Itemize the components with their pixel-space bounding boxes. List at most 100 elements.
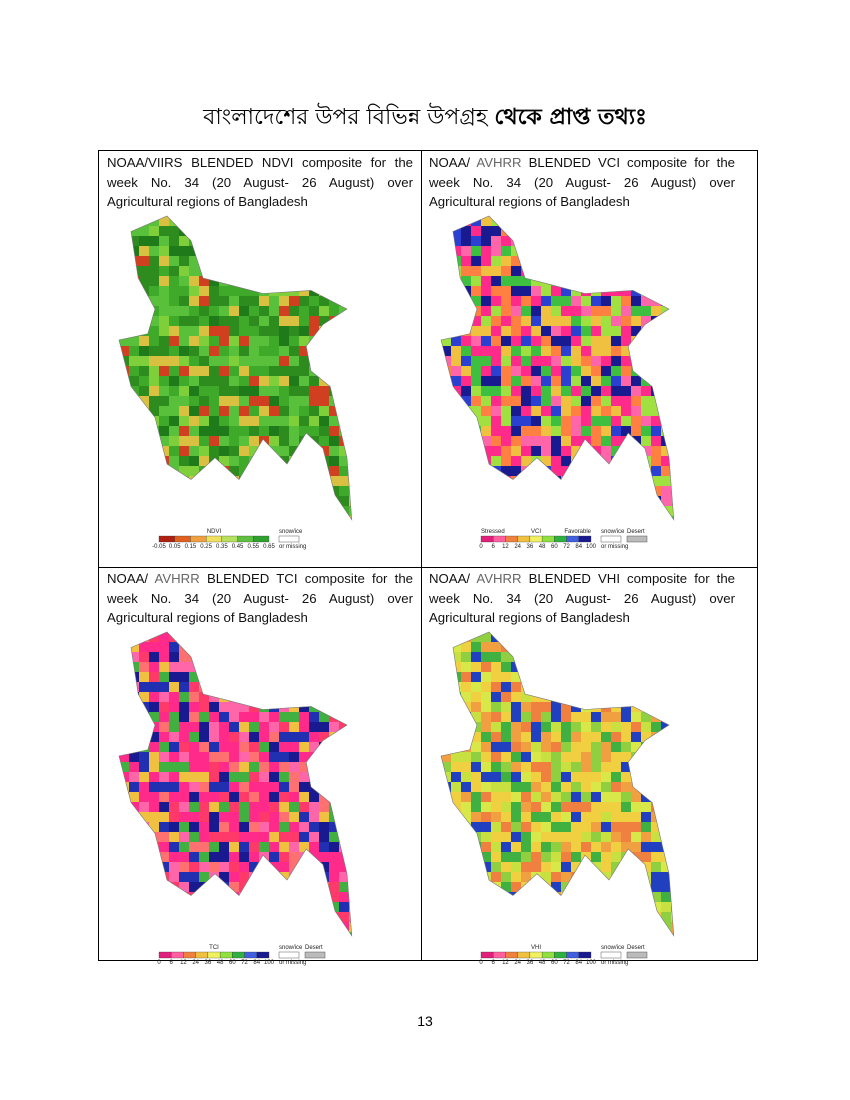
map-pixel	[611, 892, 621, 902]
map-pixel	[551, 742, 561, 752]
map-pixel	[601, 662, 611, 672]
map-pixel	[611, 476, 621, 486]
map-pixel	[349, 466, 352, 476]
map-pixel	[611, 506, 621, 516]
map-pixel	[189, 286, 199, 296]
map-pixel	[601, 722, 611, 732]
map-pixel	[219, 346, 229, 356]
map-pixel	[319, 366, 329, 376]
map-pixel	[651, 366, 661, 376]
map-pixel	[481, 802, 491, 812]
map-pixel	[661, 226, 671, 236]
map-pixel	[541, 932, 551, 936]
map-pixel	[279, 396, 289, 406]
map-pixel	[199, 456, 209, 466]
map-pixel	[219, 792, 229, 802]
caption-source: NOAA/	[107, 571, 149, 586]
map-pixel	[511, 296, 521, 306]
map-pixel	[561, 436, 571, 446]
map-pixel	[129, 932, 139, 936]
map-pixel	[631, 296, 641, 306]
map-pixel	[299, 852, 309, 862]
map-pixel	[581, 226, 591, 236]
map-pixel	[641, 306, 651, 316]
map-pixel	[229, 236, 239, 246]
map-pixel	[581, 762, 591, 772]
map-pixel	[491, 386, 501, 396]
map-pixel	[581, 852, 591, 862]
map-pixel	[491, 692, 501, 702]
map-pixel	[229, 762, 239, 772]
map-pixel	[571, 436, 581, 446]
map-pixel	[149, 752, 159, 762]
map-pixel	[461, 852, 471, 862]
map-pixel	[481, 396, 491, 406]
map-pixel	[531, 802, 541, 812]
map-pixel	[441, 712, 451, 722]
map-pixel	[511, 692, 521, 702]
map-pixel	[551, 236, 561, 246]
map-pixel	[219, 456, 229, 466]
map-pixel	[249, 436, 259, 446]
map-pixel	[259, 516, 269, 520]
map-pixel	[581, 276, 591, 286]
legend-swatch	[304, 951, 326, 959]
map-pixel	[229, 496, 239, 506]
map-pixel	[611, 316, 621, 326]
map-pixel	[621, 376, 631, 386]
map-pixel	[349, 396, 352, 406]
map-pixel	[299, 306, 309, 316]
map-pixel	[661, 406, 671, 416]
map-pixel	[159, 406, 169, 416]
map-pixel	[501, 326, 511, 336]
map-pixel	[501, 506, 511, 516]
map-pixel	[279, 306, 289, 316]
map-pixel	[571, 256, 581, 266]
map-pixel	[471, 892, 481, 902]
map-pixel	[651, 376, 661, 386]
map-pixel	[149, 792, 159, 802]
map-pixel	[441, 336, 451, 346]
map-pixel	[339, 822, 349, 832]
map-pixel	[209, 762, 219, 772]
map-pixel	[299, 266, 309, 276]
map-pixel	[169, 296, 179, 306]
map-pixel	[561, 386, 571, 396]
map-pixel	[209, 506, 219, 516]
map-pixel	[199, 316, 209, 326]
map-pixel	[279, 642, 289, 652]
map-pixel	[551, 932, 561, 936]
map-pixel	[249, 922, 259, 932]
map-pixel	[481, 266, 491, 276]
map-pixel	[259, 862, 269, 872]
map-pixel	[319, 782, 329, 792]
map-pixel	[179, 772, 189, 782]
map-pixel	[591, 802, 601, 812]
map-pixel	[259, 742, 269, 752]
map-pixel	[651, 842, 661, 852]
map-pixel	[139, 336, 149, 346]
map-pixel	[229, 436, 239, 446]
map-pixel	[119, 506, 129, 516]
map-pixel	[239, 276, 249, 286]
map-pixel	[501, 652, 511, 662]
map-pixel	[129, 336, 139, 346]
map-pixel	[289, 692, 299, 702]
map-pixel	[491, 812, 501, 822]
map-pixel	[289, 456, 299, 466]
map-pixel	[641, 752, 651, 762]
map-pixel	[269, 376, 279, 386]
map-pixel	[319, 662, 329, 672]
map-pixel	[621, 772, 631, 782]
map-pixel	[481, 436, 491, 446]
map-pixel	[521, 376, 531, 386]
map-pixel	[631, 246, 641, 256]
map-pixel	[441, 762, 451, 772]
map-pixel	[491, 236, 501, 246]
map-pixel	[349, 902, 352, 912]
map-pixel	[289, 862, 299, 872]
map-pixel	[219, 336, 229, 346]
map-pixel	[581, 742, 591, 752]
map-pixel	[249, 682, 259, 692]
map-pixel	[631, 932, 641, 936]
